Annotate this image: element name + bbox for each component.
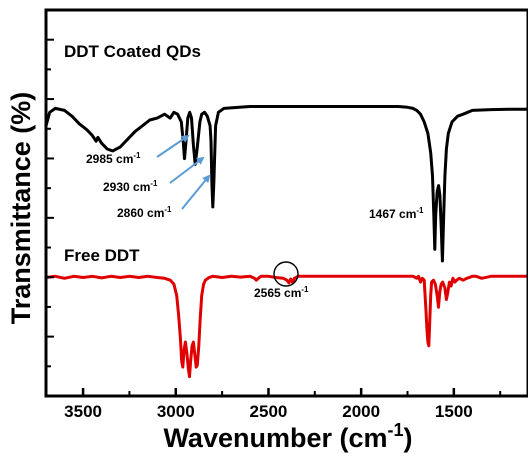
series-line-ddt-coated-qds bbox=[44, 105, 528, 263]
series-layer bbox=[44, 105, 528, 379]
annotation-2985-sup: -1 bbox=[133, 151, 141, 160]
x-tick-label-3000: 3000 bbox=[157, 402, 195, 421]
annotation-2565-sup: -1 bbox=[301, 285, 309, 294]
x-axis-title-main: Wavenumber (cm bbox=[163, 423, 387, 453]
annotation-2860-sup: -1 bbox=[164, 205, 172, 214]
axes-layer bbox=[44, 8, 528, 398]
annotation-2930: 2930 cm-1 bbox=[103, 179, 158, 194]
annotation-2565-text: 2565 cm bbox=[254, 286, 301, 300]
annotation-arrow-2985 bbox=[156, 134, 190, 158]
x-axis-title: Wavenumber (cm-1) bbox=[163, 420, 412, 453]
series-line-free-ddt bbox=[45, 274, 528, 379]
annotation-1467-sup: -1 bbox=[416, 206, 424, 215]
annotation-circle-2565 bbox=[273, 261, 299, 287]
x-tick-label-2000: 2000 bbox=[342, 402, 380, 421]
annotation-1467-text: 1467 cm bbox=[369, 207, 416, 221]
x-tick-label-1500: 1500 bbox=[435, 402, 473, 421]
x-axis-title-sup: -1 bbox=[388, 420, 404, 440]
annotation-2985: 2985 cm-1 bbox=[86, 151, 141, 166]
tick-layer: 3500 3000 2500 2000 1500 bbox=[46, 38, 502, 421]
series-label-free-ddt: Free DDT bbox=[64, 246, 140, 265]
annotation-2985-text: 2985 cm bbox=[86, 152, 133, 166]
annotation-layer: 2985 cm-1 2930 cm-1 2860 cm-1 1467 cm-1 … bbox=[86, 134, 424, 300]
x-tick-label-2500: 2500 bbox=[250, 402, 288, 421]
annotation-1467: 1467 cm-1 bbox=[369, 206, 424, 221]
y-axis-title: Transmittance (%) bbox=[6, 92, 36, 325]
x-tick-label-3500: 3500 bbox=[64, 402, 102, 421]
annotation-2860: 2860 cm-1 bbox=[117, 205, 172, 220]
series-label-ddt-coated-qds: DDT Coated QDs bbox=[64, 42, 201, 61]
annotation-2930-sup: -1 bbox=[150, 179, 158, 188]
plot-frame bbox=[44, 8, 528, 398]
annotation-arrow-2860 bbox=[181, 174, 211, 210]
annotation-2930-text: 2930 cm bbox=[103, 180, 150, 194]
annotation-2565: 2565 cm-1 bbox=[254, 285, 309, 300]
annotation-arrow-2930 bbox=[169, 156, 205, 184]
annotation-2860-text: 2860 cm bbox=[117, 206, 164, 220]
x-axis-title-close: ) bbox=[404, 423, 413, 453]
